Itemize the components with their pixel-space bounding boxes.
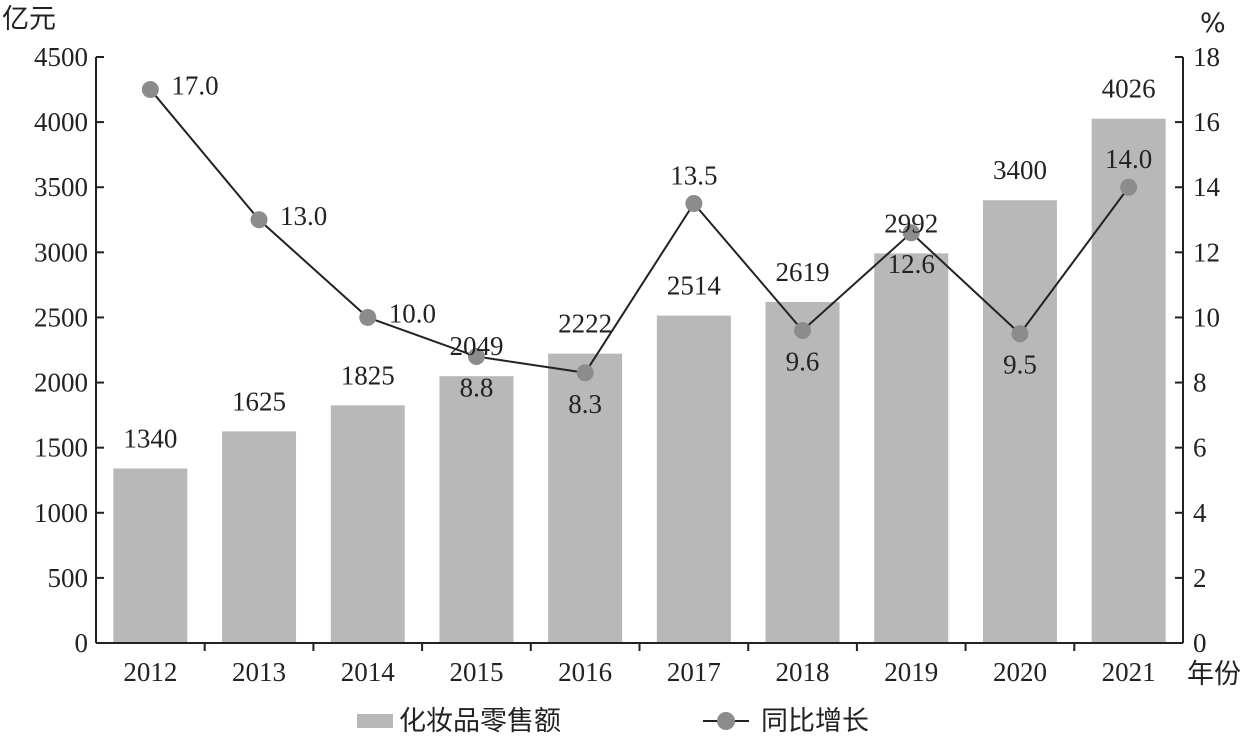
growth-point — [141, 81, 159, 99]
bar — [656, 315, 731, 643]
right-tick-label: 18 — [1193, 42, 1220, 72]
x-tick-label: 2021 — [1102, 657, 1156, 687]
bars-layer — [113, 118, 1166, 643]
x-tick-label: 2017 — [667, 657, 721, 687]
bar — [222, 431, 297, 643]
ticks-layer: 0 500 1000 1500 2000 2500 3000 3500 4000 4500 0 2 4 6… — [34, 42, 1221, 687]
bar-value-label: 4026 — [1102, 74, 1156, 104]
legend-line-label: 同比增长 — [761, 706, 869, 736]
right-tick-label: 4 — [1193, 498, 1207, 528]
legend-line-marker — [717, 712, 735, 730]
growth-point — [902, 224, 920, 242]
right-tick-label: 12 — [1193, 237, 1220, 267]
labels-layer: 1340 1625 1825 2049 2222 2514 2619 2992 3400 4026… — [123, 71, 1155, 454]
line-value-label: 10.0 — [389, 298, 436, 328]
line-value-label: 9.6 — [786, 346, 820, 376]
right-tick-label: 6 — [1193, 433, 1207, 463]
bar-value-label: 2049 — [449, 331, 503, 361]
left-tick-label: 2500 — [34, 302, 88, 332]
line-value-label: 12.6 — [888, 249, 935, 279]
left-tick-label: 3500 — [34, 172, 88, 202]
bar-value-label: 1825 — [341, 360, 395, 390]
bar — [439, 376, 514, 643]
bar — [113, 468, 188, 643]
growth-point — [250, 211, 268, 229]
right-tick-label: 14 — [1193, 172, 1221, 202]
left-axis-unit: 亿元 — [2, 4, 56, 35]
left-tick-label: 1000 — [34, 498, 88, 528]
bar-value-label: 2619 — [776, 257, 830, 287]
growth-line — [149, 88, 1130, 374]
right-tick-label: 2 — [1193, 563, 1207, 593]
growth-point — [1120, 178, 1138, 196]
x-tick-label: 2018 — [776, 657, 830, 687]
growth-point — [794, 321, 812, 339]
bar-value-label: 2222 — [558, 309, 612, 339]
right-axis-unit: % — [1200, 8, 1226, 39]
left-tick-label: 4000 — [34, 107, 88, 137]
growth-point — [1011, 325, 1029, 343]
bar — [548, 353, 623, 643]
bar-value-label: 2992 — [884, 208, 938, 238]
bar — [982, 200, 1057, 643]
right-tick-label: 16 — [1193, 107, 1220, 137]
bar-value-label: 1340 — [123, 424, 177, 454]
right-tick-label: 0 — [1193, 628, 1207, 658]
bar — [330, 405, 405, 643]
legend: 化妆品零售额 同比增长 — [357, 706, 869, 736]
left-tick-label: 3000 — [34, 237, 88, 267]
line-value-label: 8.3 — [568, 389, 602, 419]
legend-bar-label: 化妆品零售额 — [399, 706, 561, 736]
x-tick-label: 2013 — [232, 657, 286, 687]
legend-bar-swatch — [357, 714, 393, 728]
bar-value-label: 1625 — [232, 386, 286, 416]
left-tick-label: 0 — [75, 628, 89, 658]
bar — [1091, 118, 1166, 643]
x-tick-label: 2020 — [993, 657, 1047, 687]
x-tick-label: 2012 — [123, 657, 177, 687]
bar-value-label: 3400 — [993, 155, 1047, 185]
x-tick-label: 2014 — [341, 657, 396, 687]
growth-point — [685, 195, 703, 212]
line-value-label: 8.8 — [460, 373, 494, 403]
x-axis-unit: 年份 — [1187, 659, 1241, 690]
line-value-label: 13.0 — [280, 201, 327, 231]
line-value-label: 14.0 — [1105, 144, 1152, 174]
right-tick-label: 10 — [1193, 302, 1220, 332]
right-tick-label: 8 — [1193, 368, 1207, 398]
line-value-label: 13.5 — [670, 161, 717, 191]
left-tick-label: 500 — [48, 563, 89, 593]
growth-point — [359, 308, 377, 326]
left-tick-label: 4500 — [34, 42, 88, 72]
growth-point — [576, 364, 594, 382]
growth-point — [467, 348, 485, 366]
left-tick-label: 1500 — [34, 433, 88, 463]
x-tick-label: 2015 — [449, 657, 503, 687]
x-tick-label: 2016 — [558, 657, 612, 687]
line-value-label: 17.0 — [171, 71, 218, 101]
line-value-label: 9.5 — [1003, 350, 1037, 380]
line-layer — [141, 81, 1138, 382]
left-tick-label: 2000 — [34, 368, 88, 398]
x-tick-label: 2019 — [884, 657, 938, 687]
bar-value-label: 2514 — [667, 271, 722, 301]
bar — [765, 301, 840, 643]
bar — [874, 253, 949, 643]
